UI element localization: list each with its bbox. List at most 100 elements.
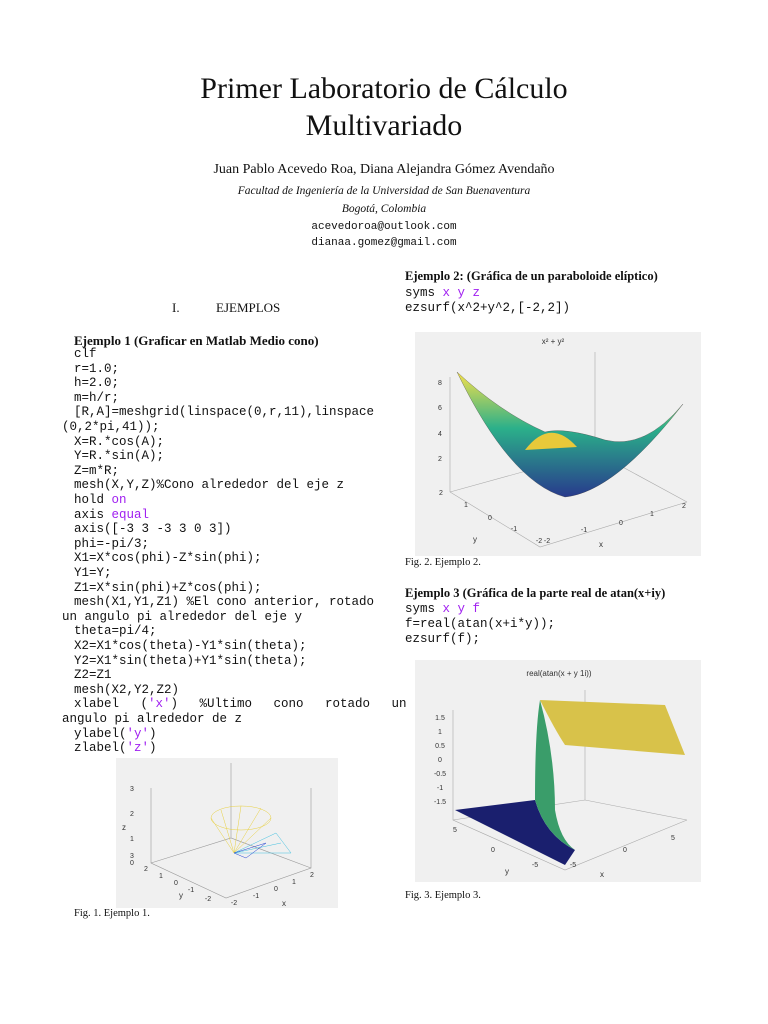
code-line: (0,2*pi,41)); — [62, 420, 160, 434]
code-text: zlabel( — [74, 741, 127, 756]
tick-label: 1 — [292, 879, 296, 886]
code-line: axis equal — [74, 508, 149, 522]
tick-label: -2 — [536, 538, 542, 545]
code-line: phi=-pi/3; — [74, 537, 149, 551]
tick-label: 2 — [130, 811, 134, 818]
tick-label: 0 — [488, 515, 492, 522]
code-text: ) — [149, 726, 157, 741]
code-line: Z1=X*sin(phi)+Z*cos(phi); — [74, 581, 262, 595]
code-text: ezsurf(x^2+y^2,[-2,2]) — [405, 301, 571, 315]
affiliation: Bogotá, Colombia — [341, 203, 427, 215]
code-keyword: x y z — [442, 286, 481, 300]
title: Multivariado — [305, 109, 463, 142]
authors: Juan Pablo Acevedo Roa, Diana Alejandra … — [213, 162, 555, 177]
code-text: X1=X*cos(phi)-Z*sin(phi); — [74, 551, 262, 566]
figure-3: 1.5 1 0.5 0 -0.5 -1 -1.5 5 0 -5 -5 0 5 y x real(atan(x … — [415, 660, 701, 882]
email: dianaa.gomez@gmail.com — [311, 237, 457, 249]
figure-title: real(atan(x + y 1i)) — [526, 669, 591, 678]
code-line: un angulo pi alrededor del eje y — [62, 610, 302, 624]
affiliation: Facultad de Ingeniería de la Universidad… — [237, 185, 531, 197]
axis-label: y — [473, 535, 477, 544]
tick-label: 0 — [623, 847, 627, 854]
code-text: f=real(atan(x+i*y)); — [405, 617, 556, 631]
tick-label: 3 — [130, 853, 134, 860]
code-text: ) %Ultimo cono rotado un — [170, 697, 407, 712]
code-text: ylabel( — [74, 726, 127, 741]
heading: Ejemplo 3 (Gráfica de la parte real de a… — [405, 586, 666, 600]
code-text: axis — [74, 507, 112, 522]
code-line: Y1=Y; — [74, 566, 112, 580]
figure-title: x² + y² — [542, 337, 565, 346]
code-line: Y=R.*sin(A); — [74, 449, 164, 463]
code-line: axis([-3 3 -3 3 0 3]) — [74, 522, 232, 536]
code-line: X1=X*cos(phi)-Z*sin(phi); — [74, 551, 262, 565]
caption: Fig. 1. Ejemplo 1. — [74, 908, 150, 919]
tick-label: -1 — [437, 785, 443, 792]
figure-2: 8 6 4 2 2 1 0 -1 -2 -2 -1 0 1 2 y x x² + y² — [415, 332, 701, 556]
code-text: h=2.0; — [74, 376, 120, 391]
code-keyword: 'x' — [148, 697, 171, 712]
tick-label: 1.5 — [435, 715, 445, 722]
tick-label: -1 — [581, 527, 587, 534]
code-line: Y2=X1*sin(theta)+Y1*sin(theta); — [74, 654, 307, 668]
code-text: r=1.0; — [74, 361, 120, 376]
email: acevedoroa@outlook.com — [311, 221, 457, 233]
tick-label: -2 — [231, 900, 237, 907]
tick-label: 2 — [439, 490, 443, 497]
code-text: X2=X1*cos(theta)-Y1*sin(theta); — [74, 639, 307, 653]
tick-label: 3 — [130, 786, 134, 793]
code-line: syms x y z — [405, 286, 480, 300]
tick-label: 0 — [491, 847, 495, 854]
code-text: Y1=Y; — [74, 566, 112, 580]
code-keyword: on — [111, 493, 127, 507]
code-text: hold — [74, 493, 112, 507]
tick-label: -1 — [511, 526, 517, 533]
axis-label: x — [599, 540, 603, 549]
code-text: syms — [405, 602, 443, 616]
tick-label: -2 — [205, 896, 211, 903]
caption: Fig. 2. Ejemplo 2. — [405, 557, 481, 568]
heading: Ejemplo 2: (Gráfica de un paraboloide el… — [405, 269, 658, 283]
code-line: r=1.0; — [74, 362, 119, 376]
tick-label: 1 — [464, 502, 468, 509]
tick-label: -1 — [253, 893, 259, 900]
code-line: mesh(X,Y,Z)%Cono alrededor del eje z — [74, 478, 344, 492]
caption: Fig. 3. Ejemplo 3. — [405, 890, 481, 901]
tick-label: 2 — [438, 456, 442, 463]
code-text: Y=R.*sin(A); — [74, 449, 165, 464]
code-line: mesh(X2,Y2,Z2) — [74, 683, 179, 697]
code-text: ezsurf(f); — [405, 632, 481, 646]
tick-label: -2 — [544, 538, 550, 545]
code-line: ylabel('y') — [74, 727, 157, 741]
axis-label: x — [600, 870, 604, 879]
tick-label: 0 — [130, 860, 134, 867]
tick-label: 2 — [682, 503, 686, 510]
tick-label: 1 — [650, 511, 654, 518]
code-text: xlabel ( — [74, 697, 149, 712]
code-text: phi=-pi/3; — [74, 536, 150, 551]
code-keyword: equal — [111, 507, 150, 522]
code-line: h=2.0; — [74, 376, 119, 390]
code-text: Z=m*R; — [74, 463, 120, 478]
code-text: mesh(X,Y,Z)%Cono alrededor del eje z — [74, 478, 345, 493]
tick-label: 1 — [130, 836, 134, 843]
code-text: [R,A]=meshgrid(linspace(0,r,11),linspace — [74, 405, 375, 420]
code-text: clf — [74, 347, 97, 361]
section-number: I. — [172, 300, 180, 315]
code-keyword: 'y' — [126, 726, 150, 741]
code-text: Y2=X1*sin(theta)+Y1*sin(theta); — [74, 653, 307, 668]
code-text: (0,2*pi,41)); — [62, 420, 160, 434]
tick-label: -5 — [570, 862, 576, 869]
tick-label: -1.5 — [434, 799, 446, 806]
code-keyword: x y f — [442, 602, 481, 616]
code-text: mesh(X1,Y1,Z1) %El cono anterior, rotado — [74, 595, 375, 610]
axis-label: x — [282, 899, 286, 908]
code-line: clf — [74, 347, 97, 361]
tick-label: -0.5 — [434, 771, 446, 778]
code-line: theta=pi/4; — [74, 624, 157, 638]
code-text: mesh(X2,Y2,Z2) — [74, 682, 180, 697]
tick-label: -5 — [532, 862, 538, 869]
code-text: angulo pi alrededor de z — [62, 712, 243, 726]
code-line: [R,A]=meshgrid(linspace(0,r,11),linspace — [74, 405, 374, 419]
